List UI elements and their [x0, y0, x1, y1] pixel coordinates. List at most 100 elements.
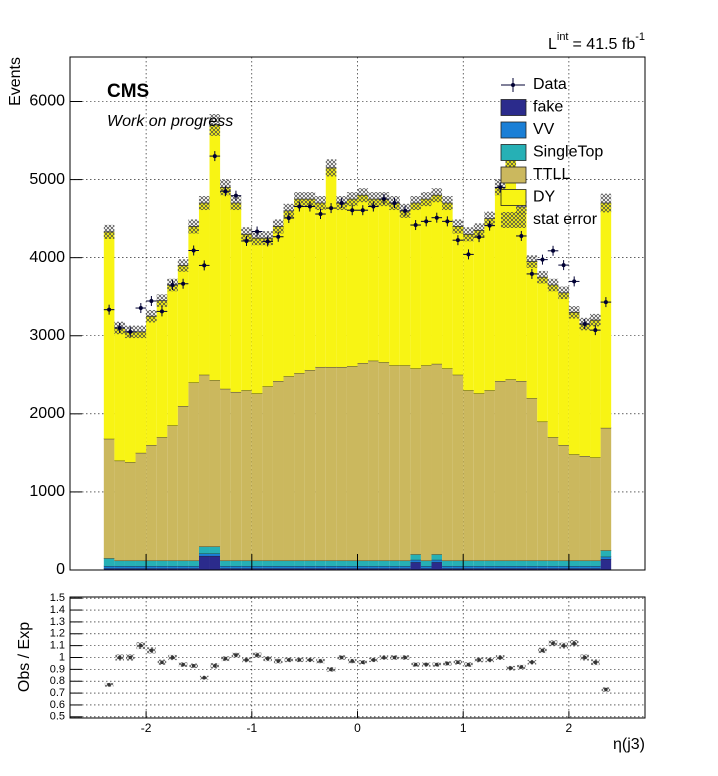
stack-segment	[336, 568, 347, 570]
stat-error-band	[431, 188, 443, 203]
stack-segment	[177, 566, 189, 569]
data-point	[117, 325, 122, 330]
stack-segment	[156, 560, 168, 567]
stack-segment	[262, 566, 273, 569]
stat-error-band	[283, 203, 295, 218]
x-axis-label: η(j3)	[613, 736, 645, 753]
stat-error-band	[135, 325, 147, 339]
stack-segment	[325, 167, 337, 367]
ratio-point	[318, 659, 323, 663]
stack-segment	[484, 218, 495, 391]
stat-error-band	[241, 227, 252, 242]
ratio-y-axis-label: Obs / Exp	[16, 622, 33, 692]
stack-segment	[484, 566, 495, 569]
stack-segment	[410, 554, 421, 560]
stack-segment	[230, 568, 242, 570]
y-tick-label: 2000	[29, 405, 65, 422]
stack-segment	[283, 566, 295, 569]
stack-segment	[241, 566, 252, 569]
stack-segment	[357, 560, 369, 567]
stack-segment	[167, 566, 178, 569]
stack-segment	[547, 560, 559, 567]
stack-segment	[537, 566, 548, 569]
stack-segment	[294, 199, 305, 374]
stack-segment	[114, 568, 125, 570]
data-point	[149, 299, 154, 304]
legend-swatch	[500, 189, 527, 206]
legend-swatch	[500, 99, 527, 116]
stat-error-band	[473, 223, 485, 238]
ratio-point	[382, 655, 386, 660]
ratio-point	[434, 662, 439, 667]
stack-segment	[484, 390, 495, 561]
data-point	[339, 201, 344, 206]
stack-segment	[505, 560, 517, 567]
stack-segment	[494, 560, 506, 567]
stack-segment	[336, 366, 347, 561]
ratio-point	[265, 656, 270, 661]
ratio-point	[477, 658, 481, 662]
stack-segment	[410, 368, 421, 555]
ratio-point	[117, 655, 122, 660]
stack-segment	[283, 376, 295, 561]
data-point	[371, 204, 376, 209]
stack-segment	[420, 566, 432, 569]
ratio-point	[276, 659, 281, 663]
stack-segment	[294, 373, 305, 561]
stack-segment	[156, 566, 168, 569]
stack-segment	[220, 568, 231, 570]
stack-segment	[336, 560, 347, 567]
y-tick-label: 5000	[29, 171, 65, 188]
stack-segment	[442, 560, 453, 567]
stack-segment	[220, 388, 231, 561]
data-point	[540, 257, 545, 262]
stack-segment	[156, 437, 168, 561]
stack-segment	[399, 568, 411, 570]
stack-segment	[135, 452, 147, 561]
stack-segment	[272, 568, 284, 570]
ratio-point	[403, 655, 407, 660]
ratio-point	[191, 664, 196, 668]
stack-segment	[177, 560, 189, 567]
stack-segment	[167, 425, 178, 561]
y-axis-label: Events	[7, 57, 24, 106]
stack-segment	[177, 406, 189, 561]
stack-segment	[463, 560, 474, 567]
stack-segment	[410, 562, 421, 570]
stack-segment	[473, 560, 485, 567]
ratio-point	[540, 648, 545, 653]
data-point	[170, 283, 175, 287]
stack-segment	[526, 568, 538, 570]
lumi-label: Lint = 41.5 fb-1	[548, 31, 645, 53]
y-tick-label: 0.8	[50, 675, 65, 687]
stack-segment	[251, 566, 263, 569]
stack-segment	[368, 568, 379, 570]
stack-segment	[579, 568, 591, 570]
stack-segment	[600, 203, 612, 428]
stack-segment	[399, 210, 411, 366]
data-point	[529, 271, 534, 276]
stack-segment	[452, 568, 464, 570]
ratio-point	[551, 641, 555, 646]
stack-segment	[283, 560, 295, 567]
data-point	[519, 233, 524, 238]
stat-error-band	[230, 195, 242, 211]
stack-segment	[516, 560, 527, 567]
stack-segment	[547, 285, 559, 438]
stack-segment	[526, 566, 538, 569]
ratio-point	[234, 653, 238, 657]
stack-segment	[442, 568, 453, 570]
stack-segment	[230, 391, 242, 561]
stack-segment	[473, 393, 485, 561]
stack-segment	[103, 231, 115, 439]
data-point	[593, 328, 598, 333]
legend-label: VV	[533, 121, 555, 138]
y-tick-label: 4000	[29, 249, 65, 266]
stack-segment	[325, 366, 337, 561]
stack-segment	[463, 566, 474, 569]
stack-segment	[146, 445, 157, 561]
legend-label: SingleTop	[533, 144, 603, 161]
data-point	[572, 279, 577, 284]
stack-segment	[325, 560, 337, 567]
